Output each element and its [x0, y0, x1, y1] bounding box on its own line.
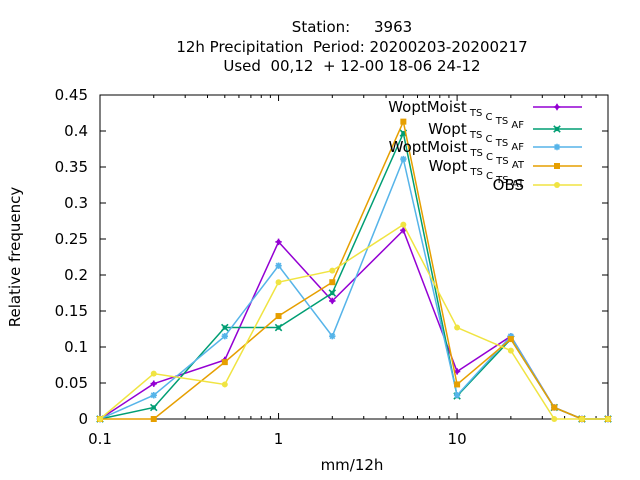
- data-point-dot: [151, 381, 156, 386]
- data-point: [551, 416, 558, 422]
- y-tick-label: 0.35: [55, 158, 88, 176]
- data-point: [329, 279, 336, 286]
- data-point: [150, 416, 157, 422]
- legend-label: Wopt TS C TS AF: [428, 120, 524, 153]
- data-point: [507, 347, 514, 354]
- data-point: [275, 279, 282, 286]
- legend-label: WoptMoist TS C TS AF: [388, 98, 524, 131]
- legend-entry-2: Wopt TS C TS AF: [428, 120, 582, 153]
- data-point-dot: [276, 239, 281, 245]
- data-point-dot: [454, 369, 460, 374]
- data-point: [400, 221, 407, 228]
- data-point: [605, 416, 611, 422]
- series-layer: [96, 118, 612, 423]
- x-tick-label: 0.1: [88, 430, 112, 448]
- series-5: [97, 221, 611, 422]
- x-axis: 0.1 1 10: [88, 95, 609, 448]
- data-point: [97, 416, 103, 422]
- plot-frame: [99, 94, 609, 420]
- series-3: [96, 155, 612, 423]
- data-point-dot: [330, 298, 335, 304]
- series-line: [99, 156, 608, 420]
- series-line: [99, 229, 608, 420]
- data-point: [275, 313, 282, 320]
- data-point: [578, 416, 585, 422]
- y-tick-label: 0.4: [64, 122, 88, 140]
- y-axis-label: Relative frequency: [6, 187, 24, 328]
- legend-marker: [553, 143, 561, 151]
- data-point: [453, 392, 461, 399]
- legend-label: Wopt TS C TS AT: [429, 157, 525, 190]
- data-point: [221, 359, 228, 366]
- y-tick-label: 0.1: [64, 338, 88, 356]
- data-point: [329, 267, 336, 274]
- series-line: [100, 119, 608, 420]
- data-point: [221, 381, 228, 388]
- legend-label: OBS: [493, 176, 524, 194]
- data-point: [221, 333, 229, 340]
- series-line: [99, 223, 608, 420]
- legend-entry-1: WoptMoist TS C TS AF: [388, 98, 582, 131]
- y-tick-label: 0.45: [55, 86, 88, 104]
- data-point: [275, 262, 282, 269]
- data-point-dot: [401, 130, 406, 136]
- data-point: [150, 370, 157, 377]
- y-tick-label: 0.15: [55, 302, 88, 320]
- data-point-dot: [151, 405, 156, 410]
- y-tick-label: 0: [78, 410, 88, 428]
- legend-entry-4: Wopt TS C TS AT: [429, 157, 582, 190]
- y-tick-label: 0.25: [55, 230, 88, 248]
- data-point-dot: [330, 290, 335, 296]
- data-point-dot: [276, 325, 281, 330]
- data-point-dot: [222, 325, 228, 330]
- data-point: [507, 336, 514, 343]
- y-axis: 0 0.05 0.1 0.15 0.2 0.25 0.3 0.35 0.4 0.45: [55, 86, 608, 428]
- y-tick-label: 0.2: [64, 266, 88, 284]
- legend-marker: [554, 163, 560, 169]
- chart-title: Station: 3963 12h Precipitation Period: …: [176, 18, 527, 75]
- legend-label: WoptMoist TS C TS AT: [389, 138, 525, 171]
- data-point: [551, 404, 558, 411]
- data-point: [150, 392, 157, 399]
- title-line-3: Used 00,12 + 12-00 18-06 24-12: [223, 57, 480, 75]
- data-point: [400, 155, 407, 163]
- data-point: [400, 118, 407, 125]
- y-tick-label: 0.05: [55, 374, 88, 392]
- legend-marker-dot: [554, 104, 560, 110]
- y-tick-label: 0.3: [64, 194, 88, 212]
- legend-marker: [554, 182, 560, 188]
- data-point: [454, 324, 461, 331]
- data-point: [329, 333, 336, 340]
- legend-marker-dot: [554, 126, 560, 132]
- data-point: [454, 381, 461, 388]
- title-line-1: Station: 3963: [292, 18, 412, 36]
- data-point-dot: [401, 228, 406, 233]
- x-axis-label: mm/12h: [321, 456, 384, 474]
- x-tick-label: 1: [274, 430, 284, 448]
- x-tick-label: 10: [448, 430, 467, 448]
- legend-entry-3: WoptMoist TS C TS AT: [389, 138, 582, 171]
- legend-entry-5: OBS: [493, 176, 582, 194]
- title-line-2: 12h Precipitation Period: 20200203-20200…: [176, 38, 527, 56]
